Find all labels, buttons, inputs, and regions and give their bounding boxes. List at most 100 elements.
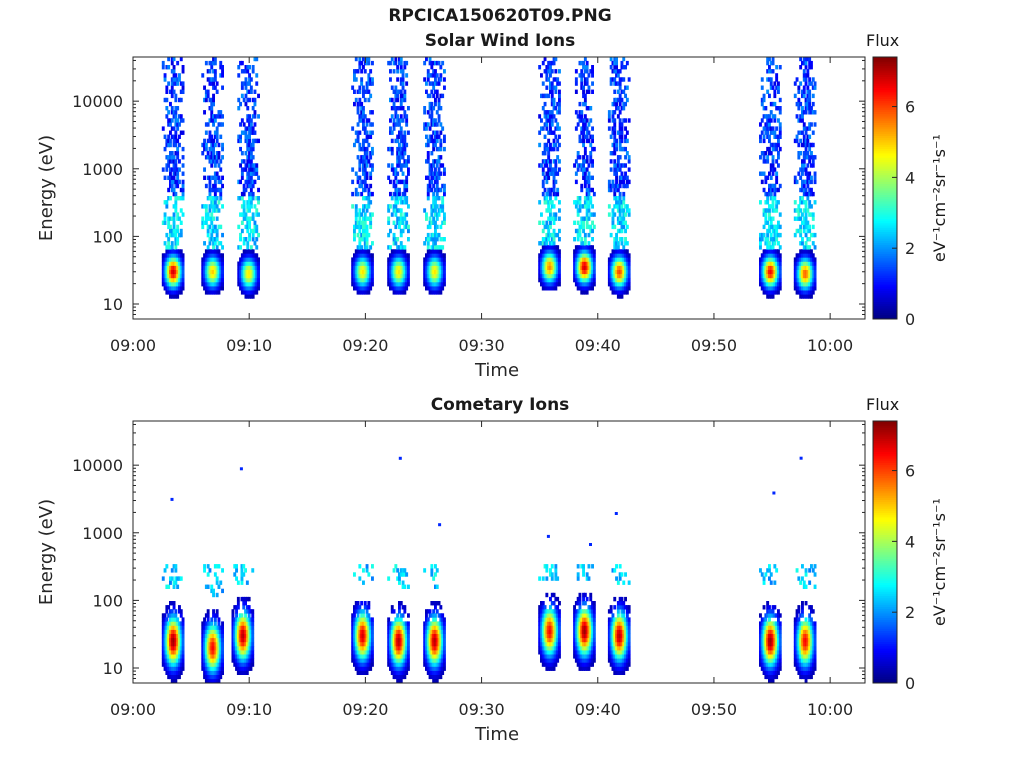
heatmap-cell: [766, 269, 770, 275]
heatmap-cell: [802, 228, 806, 234]
heatmap-cell: [251, 253, 255, 258]
heatmap-cell: [161, 650, 165, 655]
heatmap-cell: [161, 60, 165, 66]
heatmap-cell: [206, 637, 210, 643]
heatmap-cell: [766, 208, 770, 213]
heatmap-cell: [620, 200, 624, 205]
heatmap-cell: [771, 269, 775, 275]
heatmap-cell: [773, 118, 777, 123]
heatmap-cell: [808, 290, 812, 295]
heatmap-cell: [210, 138, 214, 144]
heatmap-cell: [589, 200, 593, 205]
heatmap-cell: [810, 151, 813, 156]
heatmap-cell: [354, 273, 358, 279]
heatmap-cell: [609, 232, 613, 238]
heatmap-cell: [591, 163, 594, 168]
heatmap-cell: [580, 265, 584, 270]
heatmap-cell: [181, 65, 185, 70]
heatmap-cell: [762, 93, 766, 99]
heatmap-cell: [394, 257, 398, 262]
heatmap-cell: [219, 580, 223, 585]
heatmap-cell: [213, 662, 217, 667]
heatmap-cell: [435, 261, 439, 266]
heatmap-cell: [172, 290, 176, 295]
heatmap-cell: [255, 269, 259, 275]
heatmap-cell: [547, 146, 551, 152]
heatmap-cell: [554, 269, 558, 275]
heatmap-cell: [582, 134, 585, 139]
heatmap-cell: [769, 196, 773, 201]
heatmap-cell: [441, 257, 445, 262]
heatmap-cell: [549, 171, 552, 176]
heatmap-cell: [356, 662, 360, 667]
heatmap-cell: [181, 621, 185, 626]
heatmap-cell: [437, 146, 441, 152]
colorbar-swatch: [873, 192, 897, 195]
heatmap-cell: [802, 277, 806, 283]
heatmap-cell: [432, 277, 436, 283]
heatmap-cell: [170, 232, 174, 238]
heatmap-cell: [217, 261, 221, 266]
heatmap-cell: [624, 282, 627, 287]
heatmap-cell: [583, 290, 587, 295]
heatmap-cell: [360, 60, 364, 66]
heatmap-cell: [353, 228, 356, 234]
heatmap-cell: [356, 609, 360, 614]
heatmap-cell: [208, 265, 212, 270]
heatmap-cell: [363, 204, 367, 209]
heatmap-cell: [244, 277, 248, 283]
heatmap-cell: [245, 605, 249, 610]
heatmap-cell: [367, 134, 371, 139]
heatmap-cell: [167, 65, 171, 70]
heatmap-cell: [217, 257, 221, 262]
heatmap-cell: [549, 286, 552, 291]
heatmap-cell: [616, 257, 620, 262]
heatmap-cell: [365, 629, 369, 634]
heatmap-cell: [766, 220, 770, 225]
heatmap-cell: [625, 241, 629, 246]
heatmap-cell: [574, 81, 578, 86]
heatmap-cell: [365, 232, 369, 238]
heatmap-cell: [253, 89, 257, 94]
heatmap-cell: [806, 151, 810, 156]
heatmap-cell: [430, 110, 434, 115]
heatmap-cell: [246, 216, 250, 221]
heatmap-cell: [369, 654, 373, 659]
heatmap-cell: [580, 114, 584, 119]
heatmap-cell: [777, 257, 780, 262]
heatmap-cell: [625, 175, 629, 180]
heatmap-cell: [624, 212, 627, 217]
heatmap-cell: [766, 286, 770, 291]
heatmap-cell: [398, 261, 401, 266]
heatmap-cell: [556, 122, 560, 127]
heatmap-cell: [585, 257, 589, 262]
heatmap-cell: [244, 658, 247, 663]
heatmap-cell: [554, 265, 558, 270]
heatmap-cell: [396, 171, 400, 176]
heatmap-cell: [407, 265, 410, 270]
heatmap-cell: [768, 212, 771, 217]
heatmap-cell: [244, 269, 248, 275]
heatmap-cell: [367, 204, 371, 209]
heatmap-cell: [589, 69, 593, 74]
heatmap-cell: [437, 277, 441, 283]
heatmap-cell: [246, 126, 250, 131]
heatmap-cell: [778, 253, 782, 258]
heatmap-cell: [399, 277, 403, 283]
colorbar-swatch: [873, 61, 897, 64]
heatmap-cell: [161, 269, 165, 275]
heatmap-cell: [589, 159, 593, 164]
heatmap-cell: [353, 286, 356, 291]
heatmap-cell: [804, 220, 808, 225]
heatmap-cell: [806, 179, 810, 185]
heatmap-cell: [204, 646, 208, 651]
heatmap-cell: [769, 269, 773, 275]
heatmap-cell: [215, 245, 219, 250]
heatmap-cell: [253, 122, 257, 127]
heatmap-cell: [768, 191, 771, 197]
heatmap-cell: [618, 204, 622, 209]
heatmap-cell: [552, 257, 556, 262]
colorbar-swatch: [873, 91, 897, 95]
heatmap-cell: [208, 69, 212, 74]
heatmap-cell: [804, 73, 808, 78]
